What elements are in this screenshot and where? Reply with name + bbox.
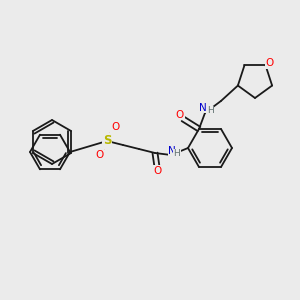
Text: N: N (199, 103, 207, 113)
Text: N: N (168, 146, 176, 156)
Text: O: O (153, 166, 161, 176)
Text: O: O (266, 58, 274, 68)
Text: O: O (111, 122, 119, 132)
Text: O: O (176, 110, 184, 120)
Text: S: S (103, 134, 111, 148)
Text: O: O (95, 150, 103, 160)
Text: H: H (207, 106, 213, 116)
Text: H: H (174, 149, 180, 158)
